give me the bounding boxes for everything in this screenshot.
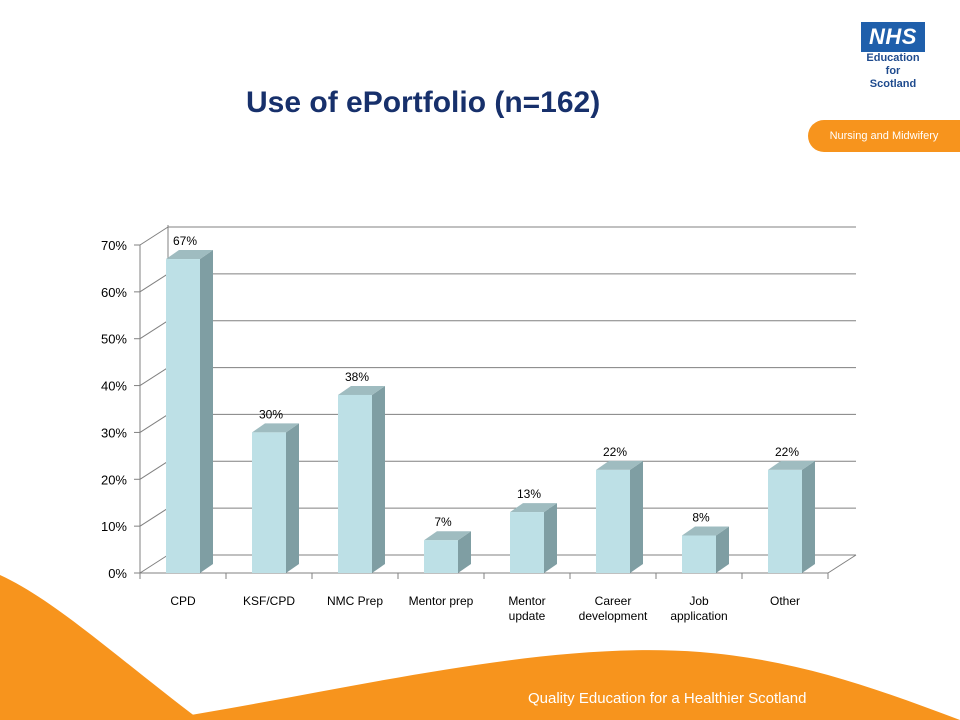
bar-side <box>458 531 471 573</box>
bar-top <box>424 531 471 541</box>
x-tick-label: application <box>670 609 727 623</box>
data-label: 7% <box>434 515 452 529</box>
x-tick-label: update <box>509 609 546 623</box>
gridline-depth <box>139 460 169 480</box>
bar-top <box>510 503 557 513</box>
bar-top <box>252 423 299 433</box>
y-tick-label: 40% <box>101 379 127 394</box>
bar <box>166 259 200 573</box>
x-tick-label: Mentor <box>508 594 545 608</box>
gridline-depth <box>139 320 169 340</box>
data-label: 22% <box>603 445 627 459</box>
bar-side <box>372 385 385 573</box>
bar-side <box>544 503 557 573</box>
bar-side <box>200 250 213 574</box>
department-badge: Nursing and Midwifery <box>808 120 960 152</box>
data-label: 67% <box>173 234 197 248</box>
gridline-depth <box>139 367 169 386</box>
x-tick-label: Job <box>689 594 709 608</box>
data-label: 13% <box>517 487 541 501</box>
bar-top <box>166 250 213 260</box>
gridline-depth <box>139 507 169 527</box>
gridline-depth <box>139 226 169 246</box>
bar-top <box>768 460 815 470</box>
gridline-depth <box>139 414 169 433</box>
data-label: 22% <box>775 445 799 459</box>
bar-side <box>802 460 815 573</box>
x-tick-label: development <box>579 609 648 623</box>
x-tick-label: CPD <box>170 594 196 608</box>
nhs-logo-mark: NHS <box>861 22 925 52</box>
y-tick-label: 70% <box>101 238 127 253</box>
data-label: 8% <box>692 511 710 525</box>
bar <box>338 394 372 573</box>
y-tick-label: 50% <box>101 332 127 347</box>
bar-top <box>682 526 729 536</box>
bar-side <box>286 423 299 573</box>
y-tick-label: 60% <box>101 285 127 300</box>
floor-right-edge <box>827 554 857 574</box>
x-tick-label: Career <box>595 594 632 608</box>
x-tick-label: Mentor prep <box>409 594 474 608</box>
bar-side <box>716 526 729 573</box>
gridline-depth <box>139 273 169 293</box>
y-tick-label: 20% <box>101 472 127 487</box>
x-tick-label: NMC Prep <box>327 594 383 608</box>
page-title: Use of ePortfolio (n=162) <box>246 86 601 119</box>
gridline-depth <box>139 554 169 574</box>
bar-top <box>596 460 643 470</box>
data-label: 30% <box>259 407 283 421</box>
nhs-education-scotland-logo: NHS Education for Scotland <box>848 22 938 91</box>
bar <box>252 432 286 573</box>
logo-line-education: Education <box>866 52 920 64</box>
footer-tagline: Quality Education for a Healthier Scotla… <box>528 690 807 707</box>
x-tick-label: KSF/CPD <box>243 594 295 608</box>
logo-line-scotland: Scotland <box>869 78 917 90</box>
bar <box>424 540 458 573</box>
y-tick-label: 30% <box>101 425 127 440</box>
bar <box>510 512 544 573</box>
bar-top <box>338 385 385 395</box>
bar-side <box>630 460 643 573</box>
y-tick-label: 0% <box>108 566 127 581</box>
x-tick-label: Other <box>770 594 800 608</box>
bar <box>596 469 630 573</box>
logo-line-for: for <box>885 65 901 77</box>
bar <box>768 469 802 573</box>
y-tick-label: 10% <box>101 519 127 534</box>
data-label: 38% <box>345 370 369 384</box>
bar <box>682 535 716 573</box>
